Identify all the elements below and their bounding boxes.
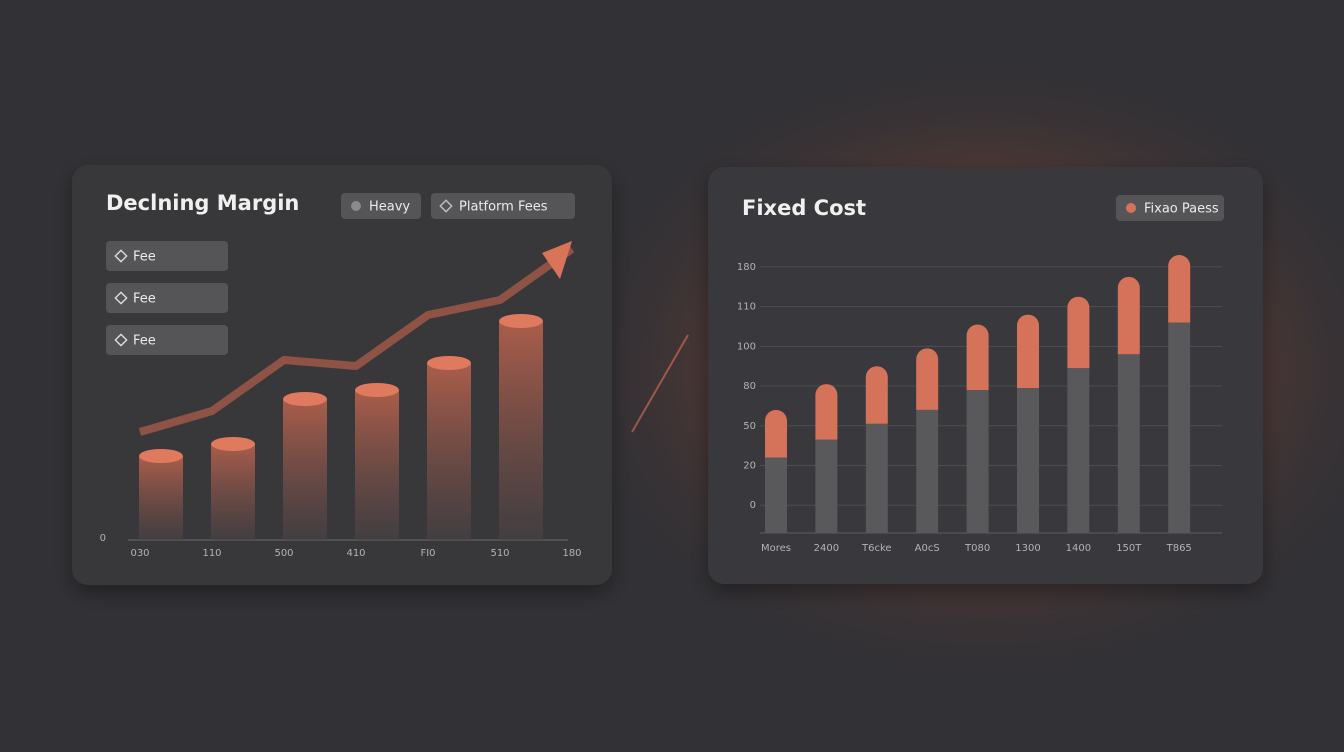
bar-body [427,363,471,540]
x-tick-label: 1300 [1015,543,1040,554]
x-tick-label: 510 [490,548,509,559]
bar-cap [283,392,327,406]
side-icon [114,333,128,347]
bar-segment [865,366,888,424]
legend-chip [1116,195,1224,221]
bar-cap [499,314,543,328]
x-tick-label: 030 [130,548,149,559]
x-tick-label: T080 [964,543,990,554]
bar-cap [355,383,399,397]
bar-segment [815,384,838,440]
y-tick-label: 0 [750,500,756,511]
y-tick-label: 180 [737,262,756,273]
bar [283,392,327,540]
bar-segment [1067,296,1090,369]
side-icon [114,249,128,263]
legend-swatch [351,201,361,211]
bar-segment [916,348,939,410]
bar-segment [815,439,838,533]
trend-line [138,245,575,436]
y-tick-label: 100 [737,341,756,352]
x-tick-label: Mores [761,543,791,554]
legend-label: Fixao Paess [1144,202,1219,217]
y-tick-label: 0 [100,533,106,544]
bar-segment [966,390,989,533]
bar-segment [1067,368,1090,533]
bar-segment [1168,255,1191,323]
streak [631,334,689,433]
side-icon [114,291,128,305]
x-tick-label: FI0 [420,548,435,559]
y-tick-label: 110 [737,302,756,313]
bar-cap [427,356,471,370]
side-chip [106,325,228,355]
bar-segment [966,324,989,391]
x-tick-label: 110 [202,548,221,559]
x-tick-label: 410 [346,548,365,559]
side-chip [106,241,228,271]
side-label: Fee [133,334,156,349]
bar-body [355,390,399,540]
bar-body [283,399,327,540]
bar-body [139,456,183,540]
chart-title: Fixed Cost [742,196,866,220]
bar-body [211,444,255,540]
legend-label: Platform Fees [459,200,548,215]
bar-segment [865,423,888,533]
y-tick-label: 50 [743,421,756,432]
side-chip [106,283,228,313]
x-tick-label: 150T [1116,543,1142,554]
bar-segment [1168,322,1191,533]
x-tick-label: T865 [1166,543,1192,554]
x-tick-label: 500 [274,548,293,559]
side-label: Fee [133,250,156,265]
bar-cap [139,449,183,463]
bar-segment [916,409,939,533]
bar-cap [211,437,255,451]
y-tick-label: 80 [743,381,756,392]
bar-segment [1017,388,1039,533]
bar-segment [1117,276,1140,355]
x-tick-label: 2400 [814,543,839,554]
bar-body [499,321,543,540]
bar [211,437,255,540]
x-tick-label: T6cke [861,543,892,554]
side-label: Fee [133,292,156,307]
bar [139,449,183,540]
legend-chip [341,193,421,219]
arrow-head [542,241,572,279]
x-tick-label: A0cS [915,543,940,554]
bar-segment [1117,354,1140,533]
legend-swatch [439,199,453,213]
legend-chip [431,193,575,219]
legend-swatch [1126,203,1136,213]
bar [355,383,399,540]
y-tick-label: 20 [743,460,756,471]
bar [499,314,543,540]
x-tick-label: 180 [562,548,581,559]
bar [427,356,471,540]
bar-segment [765,409,787,458]
bar-segment [1017,314,1039,389]
x-tick-label: 1400 [1066,543,1091,554]
chart-title: Declning Margin [106,191,299,215]
bar-segment [765,457,787,533]
legend-label: Heavy [369,200,410,215]
